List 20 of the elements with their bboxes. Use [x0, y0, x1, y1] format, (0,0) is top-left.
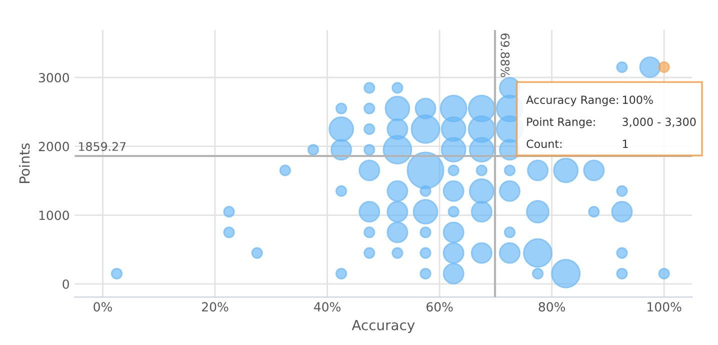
ref-line-label: 69.88% — [500, 34, 510, 78]
y-tick-label: 2000 — [38, 142, 69, 152]
x-tick-label: 80% — [538, 302, 566, 312]
annotation: Accuracy Range: — [526, 96, 618, 106]
annotation: Point Range: — [527, 117, 595, 128]
x-tick-label: 60% — [426, 302, 453, 312]
y-tick-label: 3000 — [38, 72, 69, 82]
ref-line-label: 1859.27 — [79, 142, 126, 151]
annotation: Count: — [526, 140, 562, 148]
y-tick-label: 1000 — [39, 210, 69, 220]
x-tick-label: 20% — [202, 302, 228, 312]
annotation: 3,000 - 3,300 — [622, 118, 696, 128]
x-axis-title: Accuracy — [352, 320, 415, 333]
x-tick-label: 100% — [648, 302, 682, 312]
annotation: 100% — [622, 96, 653, 104]
y-axis-title: Points — [19, 143, 30, 184]
x-tick-label: 40% — [314, 302, 340, 312]
y-tick-label: 0 — [62, 279, 69, 289]
annotation: 1 — [622, 140, 628, 148]
x-tick-label: 0% — [94, 302, 112, 312]
